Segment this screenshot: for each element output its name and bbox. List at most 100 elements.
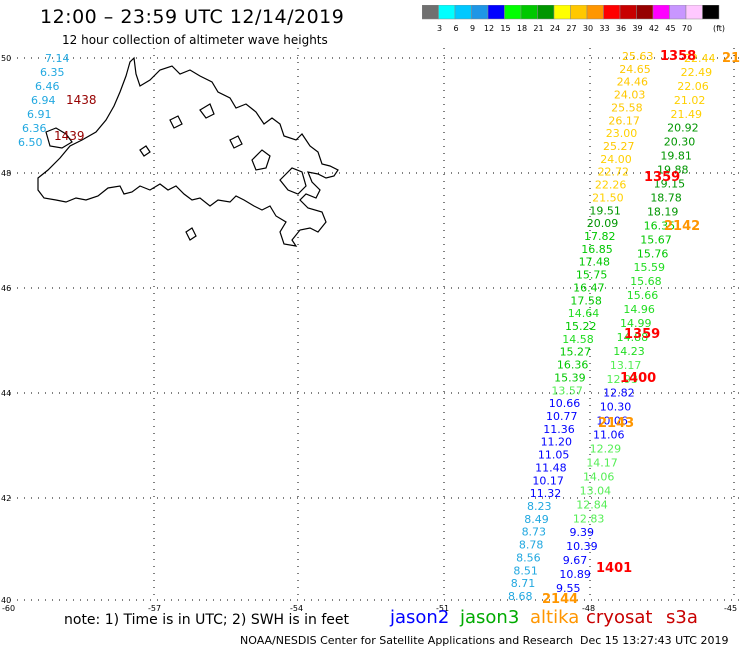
- coastline-newfoundland: [37, 56, 339, 247]
- wave-height-value: 22.72: [598, 166, 630, 179]
- wave-height-value: 12.82: [603, 387, 635, 400]
- wave-height-value: 21.02: [674, 94, 706, 107]
- wave-height-value: 20.30: [664, 136, 696, 149]
- wave-height-value: 12.84: [576, 498, 608, 511]
- scale-tick-label: 21: [533, 24, 543, 33]
- wave-height-value: 14.17: [586, 456, 618, 469]
- pass-time-label: 1359: [624, 327, 660, 342]
- legend-item-jason2: jason2: [390, 607, 450, 628]
- wave-height-value: 15.22: [565, 320, 597, 333]
- wave-height-value: 14.58: [562, 333, 594, 346]
- wave-height-value: 24.00: [600, 153, 632, 166]
- wave-height-value: 8.51: [513, 564, 538, 577]
- footer-note: note: 1) Time is in UTC; 2) SWH is in fe…: [64, 612, 350, 628]
- wave-height-value: 16.35: [644, 219, 676, 232]
- scale-tick-label: 24: [550, 24, 560, 33]
- wave-height-value: 11.06: [593, 429, 625, 442]
- lon-label: -57: [148, 604, 161, 613]
- wave-height-value: 19.81: [660, 150, 692, 163]
- wave-height-value: 25.63: [622, 50, 654, 63]
- scale-swatch: [702, 5, 720, 20]
- wave-height-value: 19.15: [654, 178, 686, 191]
- pass-time-label: 21: [722, 51, 740, 66]
- wave-height-value: 14.96: [623, 303, 655, 316]
- scale-tick-label: 15: [500, 24, 510, 33]
- pass-time-label: 2142: [664, 219, 700, 234]
- wave-height-value: 14.64: [568, 307, 600, 320]
- wave-height-value: 14.23: [613, 345, 645, 358]
- lat-label: 44: [1, 389, 11, 398]
- wave-height-value: 22.06: [677, 80, 709, 93]
- wave-height-value: 19.88: [657, 164, 689, 177]
- wave-height-value: 12.83: [573, 512, 605, 525]
- wave-height-value: 8.78: [519, 539, 544, 552]
- wave-height-labels: 7.146.356.466.946.916.366.50 1438 1439 25.6…: [18, 49, 740, 607]
- lat-label: 42: [1, 494, 11, 503]
- wave-height-value: 10.17: [532, 474, 564, 487]
- wave-height-value: 8.23: [527, 500, 552, 513]
- wave-height-value: 10.39: [566, 540, 598, 553]
- page-subtitle: 12 hour collection of altimeter wave hei…: [62, 33, 328, 47]
- lat-lon-grid: [10, 48, 740, 601]
- lat-label: 48: [1, 169, 11, 178]
- wave-height-value: 12.93: [607, 373, 639, 386]
- legend-item-altika: altika: [530, 607, 580, 628]
- pass-time-label: 1438: [66, 93, 97, 107]
- lon-label: -51: [436, 604, 449, 613]
- wave-height-value: 15.76: [637, 247, 669, 260]
- wave-height-value: 8.56: [516, 551, 541, 564]
- wave-height-value: 6.36: [22, 122, 47, 135]
- wave-height-value: 24.03: [614, 89, 646, 102]
- wave-height-value: 15.59: [633, 261, 665, 274]
- wave-height-value: 8.73: [522, 526, 547, 539]
- wave-height-value: 24.65: [619, 63, 651, 76]
- wave-height-value: 16.36: [557, 359, 589, 372]
- footer-date: Dec 15 13:27:43 UTC 2019: [580, 634, 729, 647]
- pass-time-label: 1401: [596, 561, 632, 576]
- lat-label: 40: [1, 596, 11, 605]
- pass-time-label: 1359: [644, 170, 680, 185]
- wave-height-value: 11.48: [535, 461, 567, 474]
- scale-tick-label: 27: [566, 24, 576, 33]
- wave-height-value: 15.68: [630, 275, 662, 288]
- wave-height-value: 8.49: [524, 513, 549, 526]
- wave-height-value: 25.27: [603, 140, 635, 153]
- wave-height-value: 13.17: [610, 359, 642, 372]
- wave-height-value: 14.06: [583, 470, 615, 483]
- wave-height-value: 19.51: [589, 204, 621, 217]
- wave-height-value: 10.30: [600, 401, 632, 414]
- wave-height-value: 10.06: [596, 415, 628, 428]
- wave-height-value: 11.20: [541, 436, 573, 449]
- wave-height-value: 14.99: [620, 317, 652, 330]
- scale-tick-label: 30: [583, 24, 593, 33]
- wave-height-value: 25.58: [611, 101, 643, 114]
- page-title: 12:00 – 23:59 UTC 12/14/2019: [40, 6, 345, 28]
- wave-height-value: 15.75: [576, 269, 608, 282]
- wave-height-value: 11.32: [530, 487, 562, 500]
- lat-label: 46: [1, 284, 11, 293]
- scale-tick-label: 18: [517, 24, 527, 33]
- wave-height-value: 8.71: [511, 577, 536, 590]
- pass-time-label: 1358: [660, 49, 696, 64]
- wave-height-value: 14.88: [617, 331, 649, 344]
- wave-height-value: 18.78: [650, 191, 682, 204]
- scale-tick-label: 42: [649, 24, 659, 33]
- scale-tick-label: 9: [470, 24, 475, 33]
- wave-height-value: 15.67: [640, 233, 672, 246]
- wave-height-value: 10.66: [549, 397, 581, 410]
- wave-height-value: 6.50: [18, 136, 43, 149]
- wave-height-value: 10.77: [546, 410, 578, 423]
- wave-height-value: 6.46: [35, 80, 60, 93]
- wave-height-value: 12.29: [590, 443, 622, 456]
- scale-unit-label: (ft): [713, 24, 725, 33]
- wave-height-value: 6.91: [27, 108, 52, 121]
- scale-tick-label: 70: [682, 24, 692, 33]
- color-scale-bar: 3 6 9 12 15 18 21 24 27 30 33 36 39 42 45 70 (ft): [422, 5, 725, 33]
- legend-item-cryosat: cryosat: [586, 607, 653, 628]
- footer-credit: NOAA/NESDIS Center for Satellite Applica…: [240, 634, 574, 647]
- lon-label: -54: [290, 604, 303, 613]
- wave-height-value: 13.57: [551, 384, 583, 397]
- wave-height-value: 9.67: [563, 554, 588, 567]
- wave-height-value: 20.92: [667, 122, 699, 135]
